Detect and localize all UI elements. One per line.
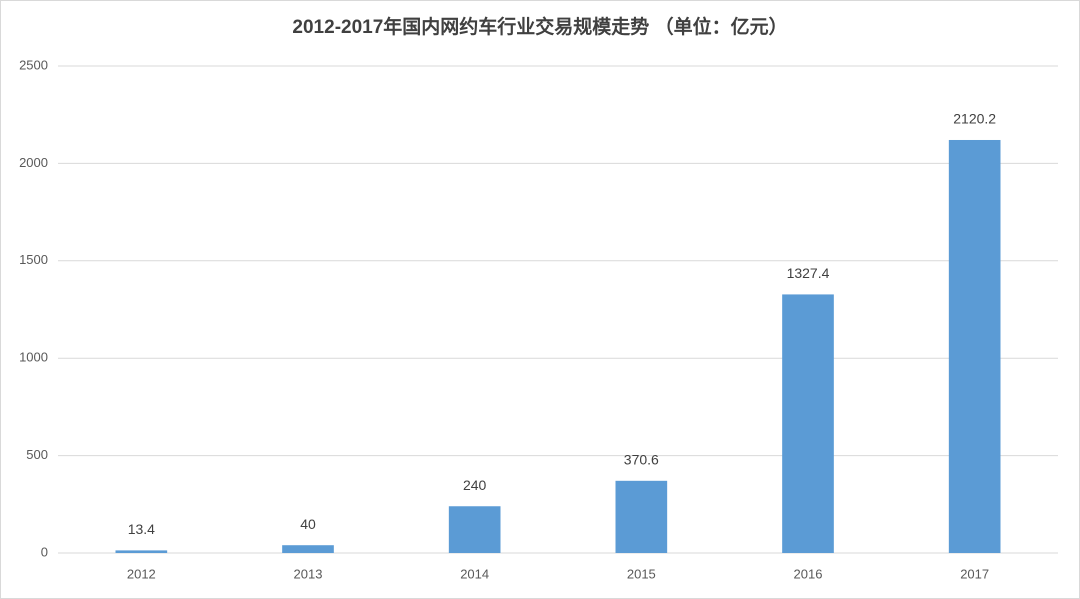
y-tick-label: 2500	[19, 57, 48, 72]
bar	[448, 506, 501, 553]
data-label: 40	[300, 516, 316, 532]
data-label: 13.4	[128, 521, 155, 537]
y-tick-label: 2000	[19, 155, 48, 170]
x-tick-label: 2013	[294, 566, 323, 581]
bar	[282, 545, 334, 553]
x-tick-label: 2015	[627, 566, 656, 581]
data-label: 2120.2	[953, 111, 996, 127]
y-tick-label: 0	[41, 544, 48, 559]
bar	[782, 294, 834, 553]
x-tick-label: 2017	[960, 566, 989, 581]
bar	[115, 550, 168, 553]
data-label: 1327.4	[787, 265, 830, 281]
x-tick-label: 2012	[127, 566, 156, 581]
y-tick-label: 500	[26, 447, 48, 462]
x-tick-label: 2016	[794, 566, 823, 581]
bar	[948, 139, 1001, 553]
y-tick-label: 1500	[19, 252, 48, 267]
data-label: 240	[463, 477, 487, 493]
chart-title: 2012-2017年国内网约车行业交易规模走势 （单位：亿元）	[292, 15, 787, 38]
bar	[615, 480, 668, 553]
data-label: 370.6	[624, 452, 659, 468]
y-tick-label: 1000	[19, 350, 48, 365]
x-tick-label: 2014	[460, 566, 489, 581]
